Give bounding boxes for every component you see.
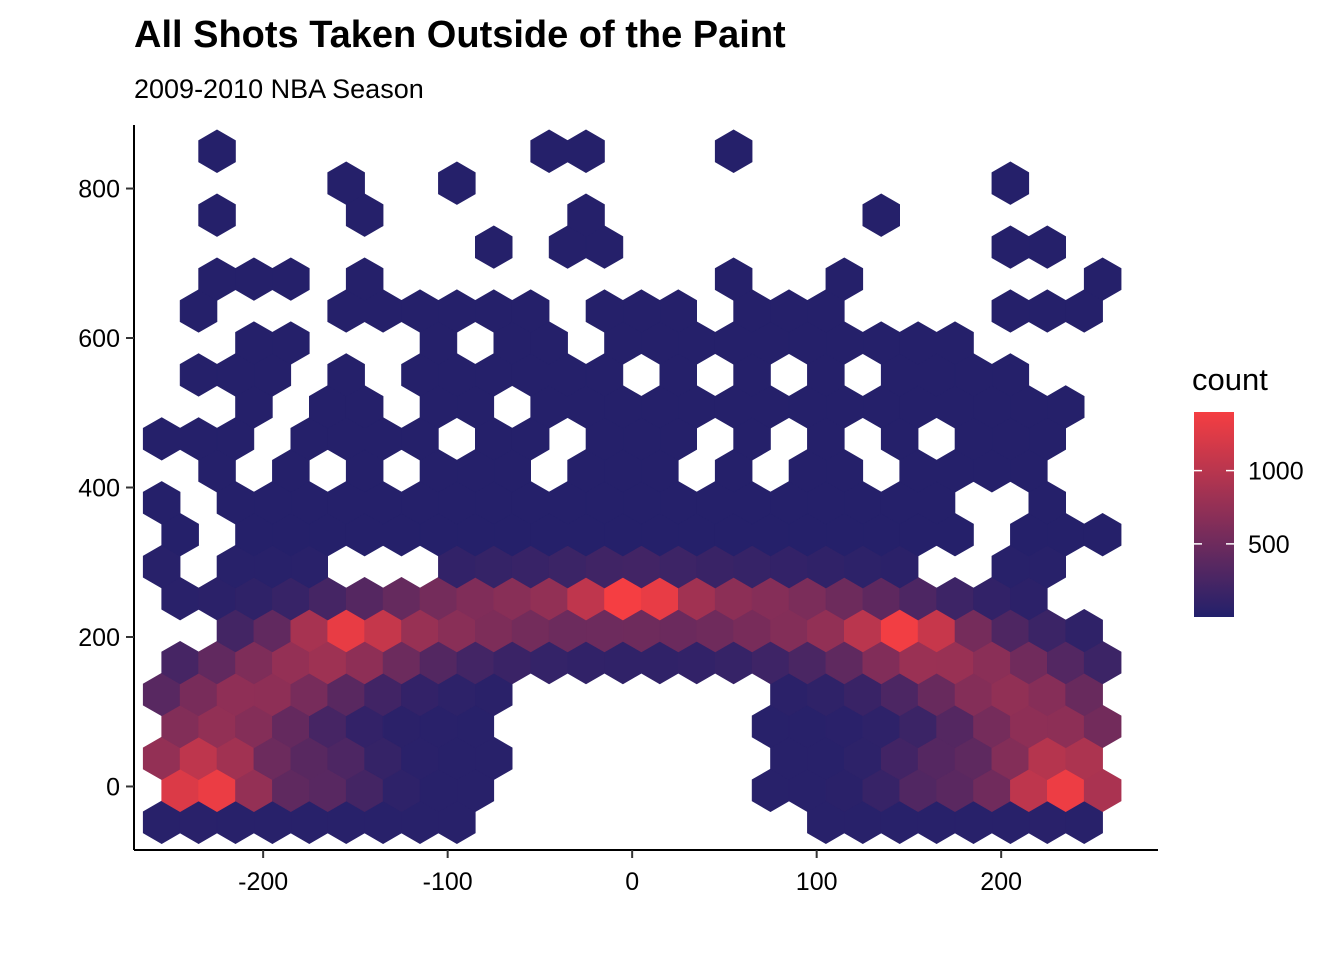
- y-tick-label: 200: [78, 624, 120, 652]
- hex-cell: [272, 321, 310, 365]
- hex-cell: [142, 417, 181, 461]
- hex-cell: [511, 289, 550, 333]
- hex-cell: [862, 193, 901, 237]
- hex-cell: [345, 257, 384, 301]
- hex-cell: [1028, 225, 1066, 269]
- x-tick-label: 0: [625, 868, 639, 896]
- hex-cell: [1028, 289, 1066, 333]
- hex-cell: [1047, 385, 1085, 429]
- hex-cell: [991, 225, 1030, 269]
- legend-ticks: 500 1000: [1194, 458, 1304, 559]
- y-tick-label: 800: [78, 176, 120, 204]
- legend-tick-label: 1000: [1248, 458, 1304, 486]
- y-axis-ticks: 0 200 400 600 800: [78, 176, 134, 801]
- hex-cell: [659, 289, 698, 333]
- y-tick-label: 400: [78, 475, 120, 503]
- hex-cell: [327, 353, 365, 397]
- hex-cell: [1083, 513, 1122, 557]
- hex-cell: [272, 257, 310, 301]
- hex-cell: [825, 257, 864, 301]
- hex-cell: [142, 481, 181, 525]
- hex-cell: [991, 161, 1030, 205]
- hex-cell: [530, 129, 568, 173]
- axes: -200 -100 0 100 200 0 200 400 600 800: [78, 125, 1158, 896]
- x-tick-label: 200: [980, 868, 1022, 896]
- legend: count 500 1000: [1192, 362, 1304, 617]
- hex-cell: [991, 353, 1030, 397]
- hex-cell: [474, 225, 513, 269]
- legend-tick-label: 500: [1248, 531, 1290, 559]
- x-tick-label: 100: [796, 868, 838, 896]
- hex-cell: [1083, 257, 1122, 301]
- hex-cell: [714, 129, 753, 173]
- chart-title: All Shots Taken Outside of the Paint: [134, 14, 786, 56]
- hex-cell: [198, 129, 236, 173]
- hex-cell: [936, 321, 974, 365]
- y-tick-label: 0: [106, 773, 120, 801]
- x-tick-label: -100: [423, 868, 473, 896]
- hex-cell: [714, 257, 753, 301]
- hexbin-cells: [142, 129, 1122, 845]
- legend-title: count: [1192, 362, 1268, 397]
- x-axis-ticks: -200 -100 0 100 200: [238, 850, 1022, 896]
- chart-subtitle: 2009-2010 NBA Season: [134, 74, 424, 104]
- hex-cell: [991, 289, 1030, 333]
- hex-cell: [179, 353, 218, 397]
- x-tick-label: -200: [238, 868, 288, 896]
- hex-cell: [327, 161, 365, 205]
- hex-cell: [567, 129, 605, 173]
- y-tick-label: 600: [78, 325, 120, 353]
- hex-cell: [567, 193, 605, 237]
- legend-colorbar: [1194, 412, 1234, 617]
- hex-cell: [198, 193, 236, 237]
- hex-cell: [235, 257, 273, 301]
- hex-cell: [438, 161, 476, 205]
- hex-cell: [1065, 608, 1103, 653]
